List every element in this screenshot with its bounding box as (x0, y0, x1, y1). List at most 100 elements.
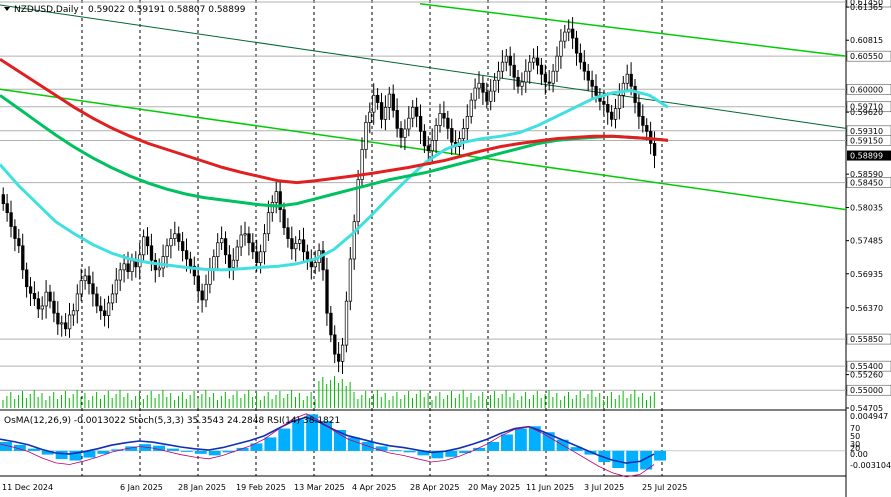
candle-body (516, 76, 520, 87)
symbol-title: NZDUSD,Daily (14, 5, 79, 15)
candle-body (259, 251, 263, 263)
price-tick-label: 0.59710 (850, 103, 883, 112)
candle-body (493, 79, 497, 92)
level-label-box (846, 333, 891, 345)
candle-body (60, 322, 64, 325)
candle-body (364, 122, 368, 150)
price-tick-label: 0.58035 (850, 204, 883, 213)
trend-channels (0, 3, 847, 211)
date-label: 13 Mar 2025 (294, 483, 345, 492)
candle-body (188, 258, 193, 267)
candle-body (571, 28, 575, 39)
candle-body (415, 106, 419, 117)
candle-body (130, 260, 134, 273)
candle-body (407, 117, 411, 130)
candle-body (422, 131, 427, 147)
date-label: 28 Jan 2025 (178, 483, 226, 492)
price-tick-label: 0.60000 (850, 85, 883, 94)
candle-body (348, 258, 353, 302)
osma-bar (459, 450, 472, 454)
candle-body (512, 64, 516, 78)
candle-body (227, 254, 232, 268)
candle-body (235, 246, 239, 261)
candle-body (391, 93, 395, 111)
candle-body (473, 87, 477, 101)
candle-body (613, 108, 618, 120)
ohlc-readout: 0.59022 0.59191 0.58807 0.58899 (88, 5, 246, 15)
candle-body (442, 113, 446, 119)
candle-body (426, 145, 431, 152)
osma-bar (570, 447, 583, 451)
candle-body (559, 40, 563, 57)
candle-body (485, 91, 489, 102)
price-tick-label: 0.56935 (850, 270, 883, 279)
price-tick-label: 0.59150 (850, 136, 883, 145)
candle-body (469, 99, 473, 117)
date-label: 19 Feb 2025 (236, 483, 286, 492)
candle-body (403, 128, 407, 138)
candle-body (274, 191, 278, 203)
level-label-box (846, 177, 891, 188)
date-label: 11 Jun 2025 (526, 483, 574, 492)
candle-body (192, 265, 197, 277)
candle-body (286, 227, 290, 239)
candle-body (145, 236, 150, 247)
date-label: 25 Jul 2025 (642, 483, 687, 492)
candle-body (21, 245, 25, 271)
candle-body (231, 259, 236, 268)
price-tick-label: 0.54705 (850, 404, 883, 413)
candle-body (567, 28, 571, 33)
candle-body (543, 73, 548, 83)
candle-body (652, 143, 657, 156)
collapse-triangle-icon[interactable] (4, 7, 10, 11)
indicator-axis-label: 0.004947 (850, 412, 888, 421)
candle-body (266, 212, 271, 235)
candle-body (430, 140, 434, 152)
candle-body (270, 202, 275, 214)
candle-body (177, 233, 181, 242)
osma-bar (69, 450, 82, 461)
candle-body (110, 293, 115, 304)
candle-body (641, 116, 645, 126)
candle-body (44, 291, 48, 307)
candle-body (340, 344, 345, 362)
candle-body (196, 275, 200, 292)
price-tick-label: 0.60550 (850, 52, 883, 61)
candle-body (321, 250, 325, 271)
candle-body (5, 203, 9, 214)
candle-body (118, 269, 122, 281)
candle-body (305, 251, 310, 260)
osma-bar (0, 441, 12, 451)
date-label: 6 Jan 2025 (120, 483, 163, 492)
price-tick-label: 0.61450 (850, 0, 883, 7)
candle-body (582, 61, 587, 72)
date-grid (81, 0, 663, 476)
chart-header: NZDUSD,Daily 0.59022 0.59191 0.58807 0.5… (4, 5, 246, 15)
price-tick-label: 0.56370 (850, 304, 883, 313)
candle-body (99, 305, 103, 312)
candle-body (360, 149, 364, 180)
candle-body (79, 280, 83, 295)
candle-body (216, 242, 220, 257)
stochastic-line (0, 413, 655, 478)
candle-body (578, 52, 583, 63)
candle-body (255, 251, 259, 263)
candle-body (356, 179, 360, 223)
candle-body (333, 334, 337, 355)
candle-body (434, 125, 438, 141)
candle-body (500, 61, 505, 72)
osma-bar (13, 444, 26, 451)
level-label-box (846, 360, 891, 372)
date-label: 3 Jul 2025 (584, 483, 624, 492)
price-tick-label: 0.60815 (850, 36, 883, 45)
candle-body (395, 109, 399, 129)
candle-body (251, 242, 255, 253)
price-tick-label: 0.55260 (850, 371, 883, 380)
candle-body (594, 85, 598, 96)
level-label-box (846, 0, 891, 8)
osma-bar (514, 428, 527, 451)
candle-body (40, 305, 44, 310)
osma-bar (306, 414, 319, 451)
